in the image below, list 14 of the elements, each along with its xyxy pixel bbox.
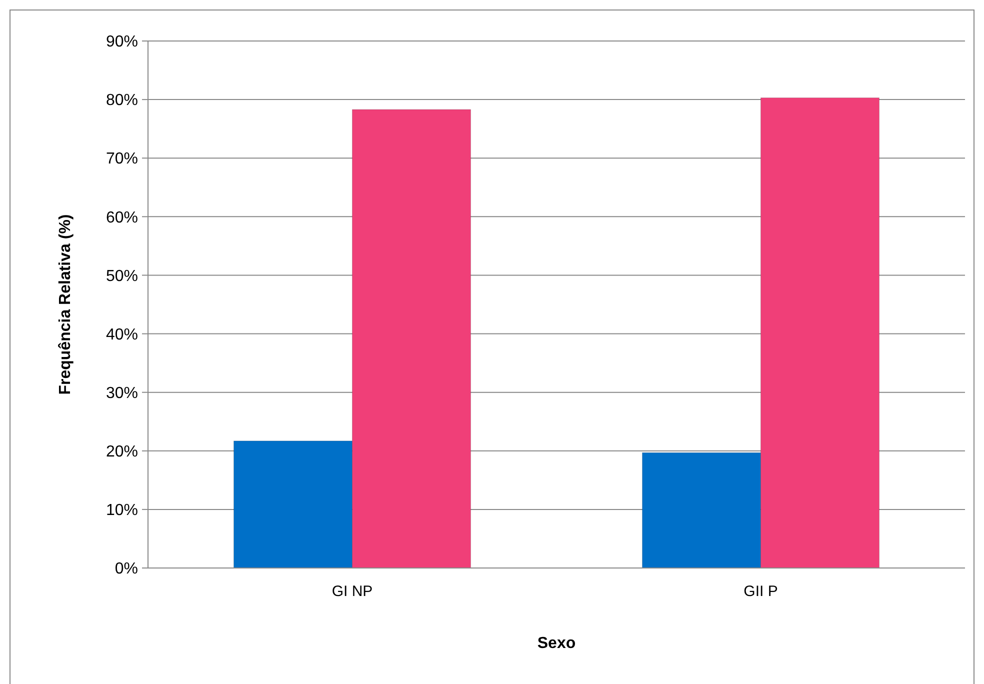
y-axis-title: Frequência Relativa (%): [57, 214, 74, 395]
y-tick-label: 90%: [106, 34, 138, 51]
y-tick-label: 10%: [106, 502, 138, 520]
y-tick-label: 60%: [106, 209, 138, 226]
y-tick-label: 80%: [106, 92, 138, 110]
y-tick-label: 30%: [106, 384, 138, 402]
y-tick-label: 20%: [106, 443, 138, 460]
y-tick-label: 40%: [106, 326, 138, 344]
y-tick-label: 50%: [106, 268, 138, 285]
y-tick-label: 70%: [106, 150, 138, 168]
x-tick-label: GII P: [744, 583, 778, 600]
x-tick-label: GI NP: [332, 583, 373, 600]
x-axis-title: Sexo: [537, 635, 576, 652]
y-tick-label: 0%: [114, 560, 138, 578]
